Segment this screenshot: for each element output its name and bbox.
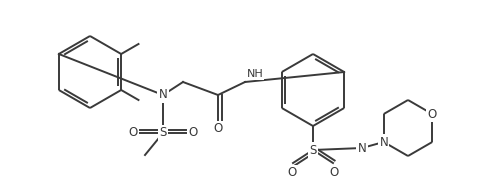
Text: S: S bbox=[309, 144, 317, 157]
Text: O: O bbox=[428, 108, 437, 121]
Text: O: O bbox=[188, 127, 197, 140]
Text: O: O bbox=[129, 127, 138, 140]
Text: N: N bbox=[358, 142, 367, 155]
Text: O: O bbox=[329, 166, 338, 179]
Text: NH: NH bbox=[247, 69, 264, 79]
Text: S: S bbox=[159, 127, 166, 140]
Text: N: N bbox=[159, 89, 167, 102]
Text: O: O bbox=[288, 166, 296, 179]
Text: N: N bbox=[379, 136, 388, 148]
Text: O: O bbox=[213, 122, 223, 135]
